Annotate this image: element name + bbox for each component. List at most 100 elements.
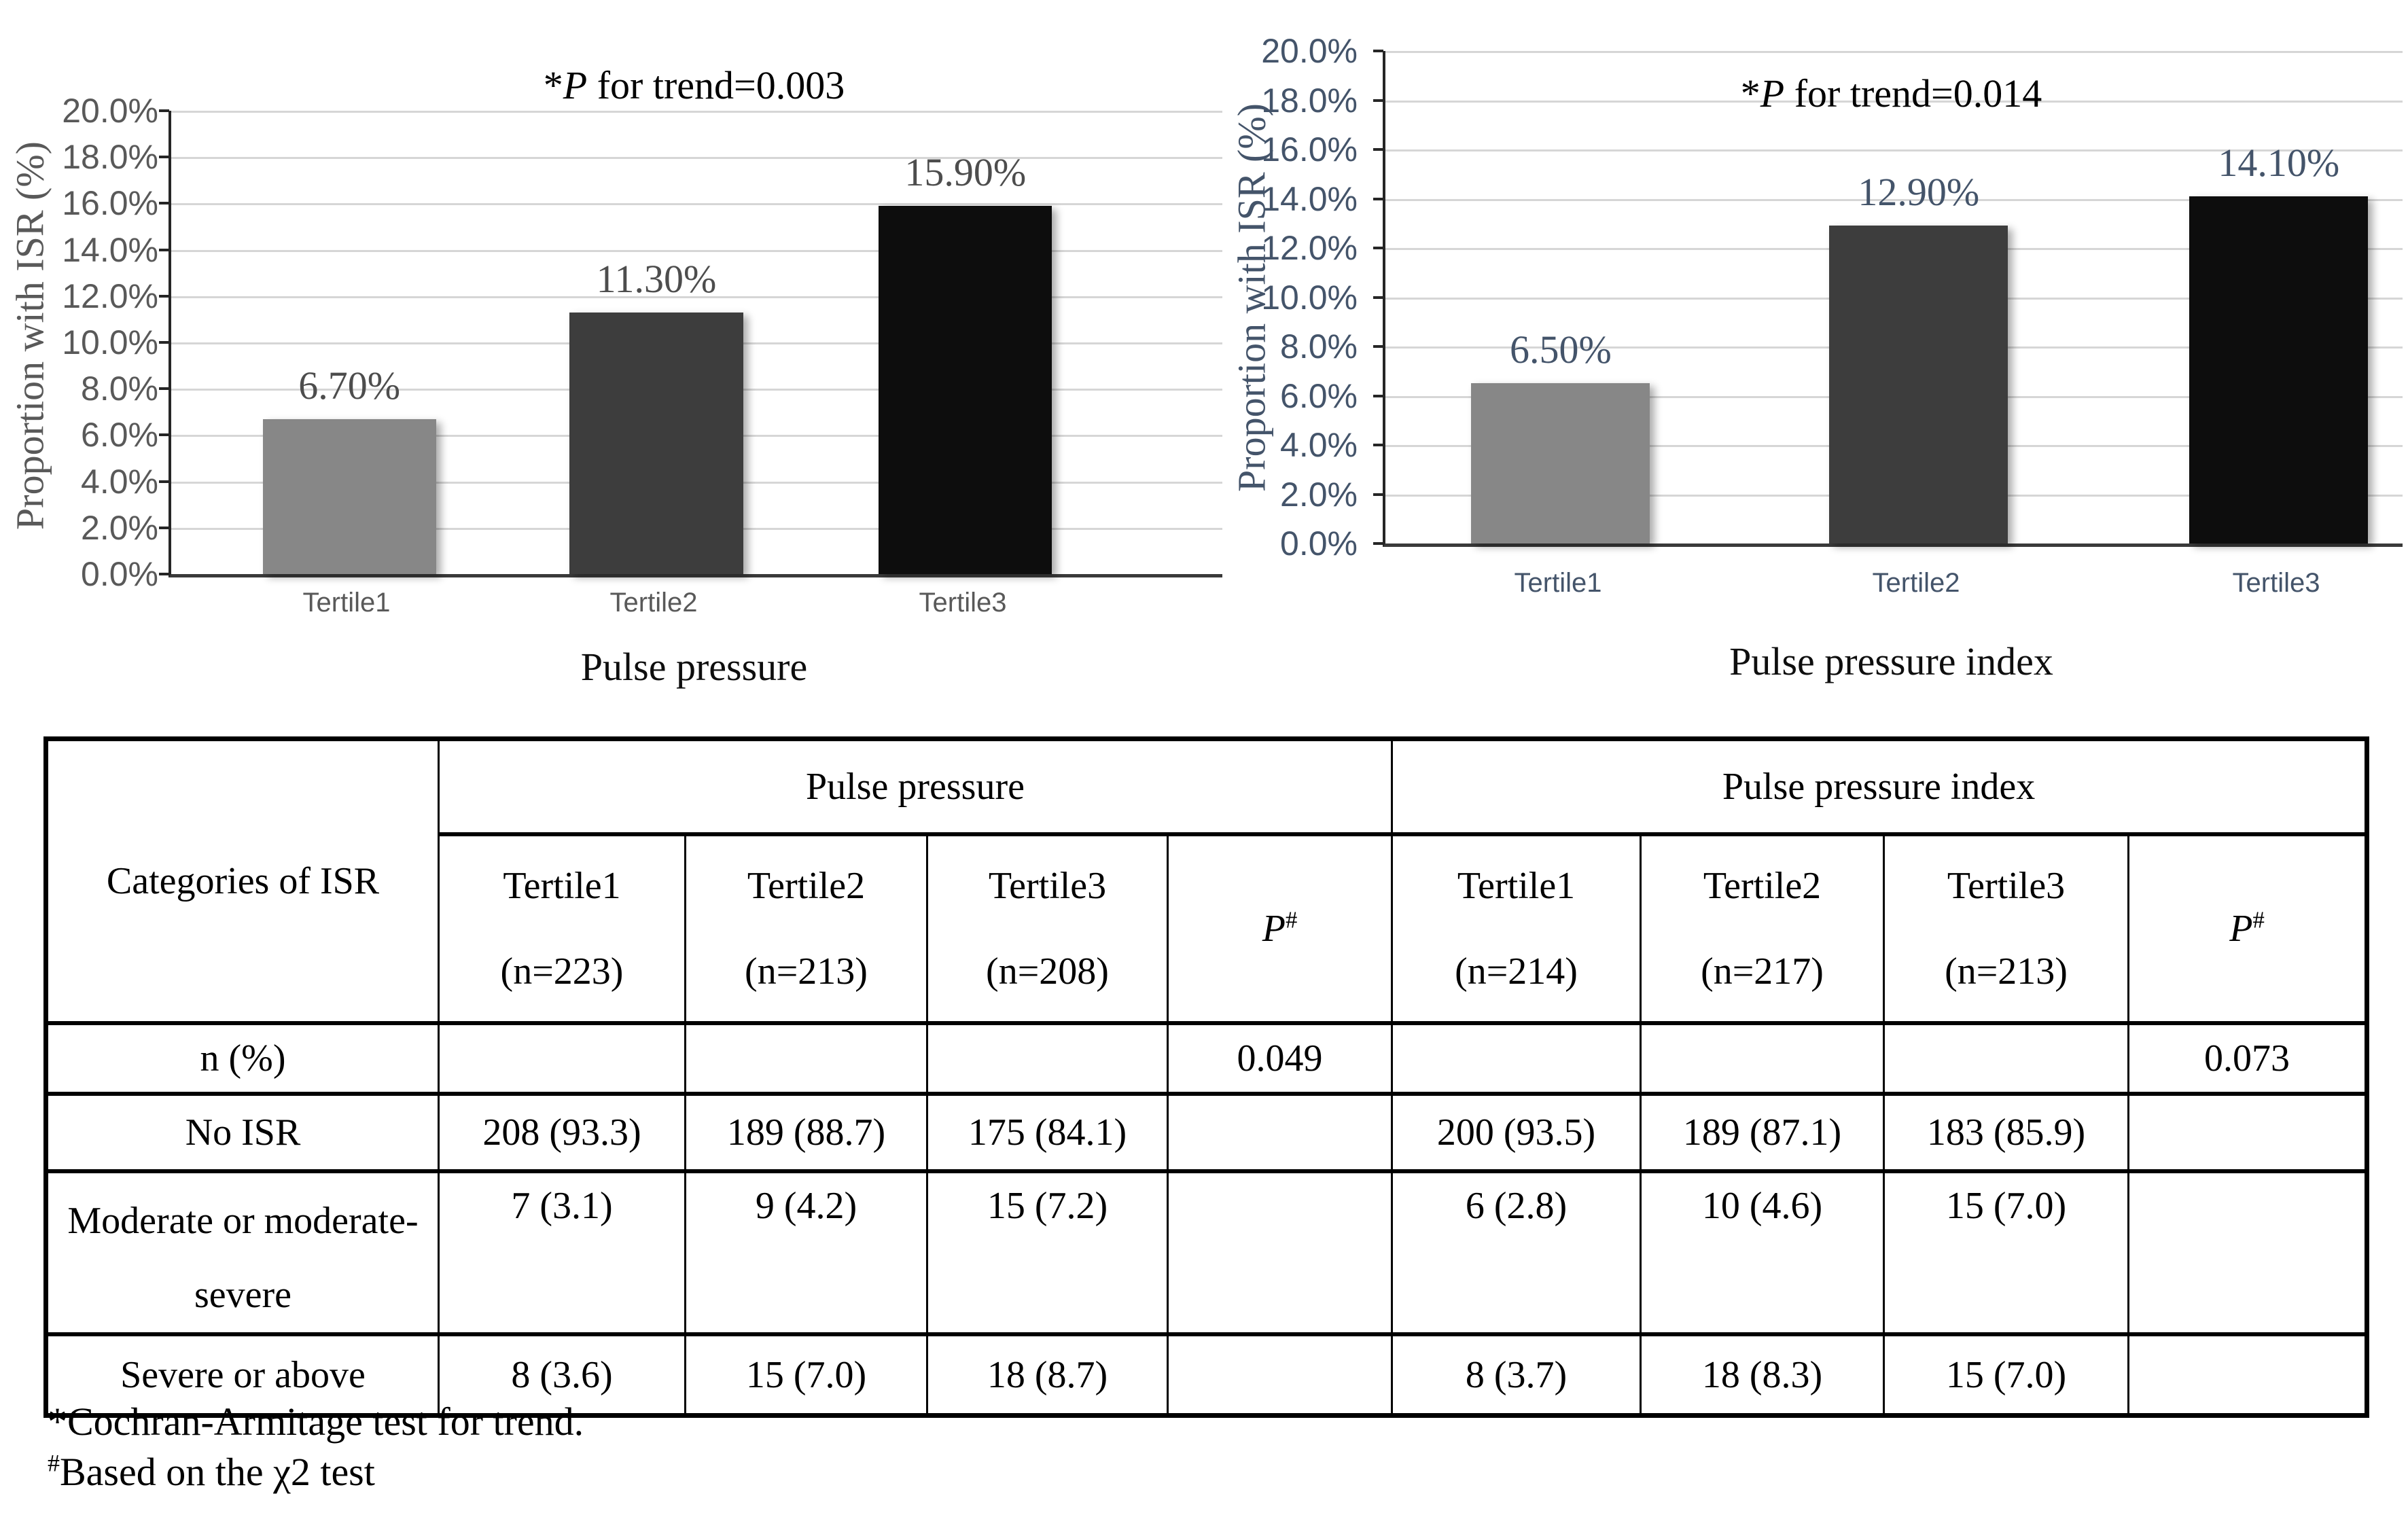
- y-axis-tick-mark: [159, 109, 169, 112]
- column-header: Tertile2 (n=217): [1640, 832, 1885, 1025]
- table-cell: [1640, 1020, 1885, 1096]
- y-axis-tick-mark: [159, 294, 169, 298]
- group-header-pulse-pressure-index: Pulse pressure index: [1391, 736, 2369, 836]
- table-cell: 183 (85.9): [1883, 1091, 2130, 1173]
- column-header-tertile: Tertile3: [1947, 864, 2066, 907]
- footnote-trend-test: *Cochran-Armitage test for trend.: [48, 1400, 584, 1444]
- data-value-label: 14.10%: [2218, 140, 2340, 185]
- table-row: Severe or above 8 (3.6) 15 (7.0) 18 (8.7…: [45, 1332, 2369, 1418]
- y-axis-tick-mark: [1373, 247, 1383, 249]
- y-axis-tick-mark: [1373, 197, 1383, 200]
- x-axis-title: Pulse pressure: [580, 645, 808, 689]
- table-cell: 200 (93.5): [1391, 1091, 1642, 1173]
- plot-area: 6.50% 12.90% 14.10%: [1383, 51, 2403, 547]
- gridline: [171, 203, 1222, 206]
- y-axis-tick-label: 8.0%: [81, 370, 158, 408]
- y-axis-tick-label: 18.0%: [62, 138, 158, 177]
- x-axis-title: Pulse pressure index: [1729, 639, 2053, 683]
- column-header: Tertile3 (n=213): [1883, 832, 2130, 1025]
- table-cell: 7 (3.1): [438, 1169, 686, 1336]
- row-label: Severe or above: [45, 1332, 440, 1418]
- table-row: Moderate or moderate-severe 7 (3.1) 9 (4…: [45, 1169, 2369, 1336]
- p-trend-annotation: *P for trend=0.003: [169, 63, 1220, 108]
- p-value-column-header: P#: [2127, 832, 2369, 1025]
- annotation-p: P: [563, 63, 588, 107]
- footnote-marker: #: [48, 1449, 60, 1477]
- table-cell: 208 (93.3): [438, 1091, 686, 1173]
- table-cell: 18 (8.7): [926, 1332, 1169, 1418]
- column-header-tertile: Tertile2: [1703, 864, 1822, 907]
- column-header-n: (n=213): [745, 950, 868, 993]
- y-axis-tick-label: 4.0%: [81, 462, 158, 501]
- data-value-label: 6.70%: [298, 363, 401, 408]
- y-axis-tick-label: 18.0%: [1261, 81, 1358, 120]
- table-cell: 9 (4.2): [684, 1169, 928, 1336]
- column-header-tertile: Tertile1: [1457, 864, 1576, 907]
- bar-tertile3: [2189, 196, 2369, 543]
- y-axis-tick-label: 0.0%: [1280, 524, 1358, 563]
- column-header-tertile: Tertile3: [988, 864, 1107, 907]
- y-axis-tick-label: 2.0%: [1280, 475, 1358, 514]
- column-header: Tertile1 (n=214): [1391, 832, 1642, 1025]
- y-axis-tick-label: 2.0%: [81, 508, 158, 547]
- table-cell: 0.073: [2127, 1020, 2369, 1096]
- x-axis-tick-label: Tertile1: [302, 588, 391, 618]
- y-axis-tick-mark: [159, 526, 169, 529]
- row-label: No ISR: [45, 1091, 440, 1173]
- table-cell: 15 (7.0): [684, 1332, 928, 1418]
- bar-tertile3: [879, 205, 1052, 574]
- data-value-label: 15.90%: [904, 149, 1027, 194]
- column-header: Tertile3 (n=208): [926, 832, 1169, 1025]
- y-axis-tick-mark: [159, 573, 169, 575]
- y-axis-tick-mark: [159, 156, 169, 159]
- table-cell: 189 (88.7): [684, 1091, 928, 1173]
- y-axis-tick-label: 14.0%: [62, 230, 158, 269]
- gridline: [171, 157, 1222, 160]
- table-cell: 0.049: [1166, 1020, 1394, 1096]
- footnote-chi-square-test: #Based on the χ2 test: [48, 1449, 375, 1495]
- bar-tertile2: [569, 312, 743, 574]
- table-cell: [438, 1020, 686, 1096]
- y-axis-tick-mark: [159, 480, 169, 483]
- y-axis-tick-label: 20.0%: [62, 92, 158, 130]
- y-axis-tick-label: 16.0%: [62, 184, 158, 223]
- y-axis-tick-label: 12.0%: [1261, 229, 1358, 267]
- column-header-tertile: Tertile1: [503, 864, 621, 907]
- table-cell: 18 (8.3): [1640, 1332, 1885, 1418]
- annotation-p: P: [1760, 71, 1785, 115]
- table-row: n (%) 0.049 0.073: [45, 1020, 2369, 1096]
- column-header-n: (n=213): [1945, 950, 2068, 993]
- table-cell: [1166, 1169, 1394, 1336]
- column-header-n: (n=208): [986, 950, 1109, 993]
- y-axis-tick-mark: [159, 248, 169, 251]
- table-row: No ISR 208 (93.3) 189 (88.7) 175 (84.1) …: [45, 1091, 2369, 1173]
- y-axis-tick-mark: [159, 387, 169, 391]
- gridline: [171, 296, 1222, 298]
- table-cell: 15 (7.0): [1883, 1169, 2130, 1336]
- y-axis-tick-label: 20.0%: [1261, 32, 1358, 70]
- y-axis-tick-mark: [1373, 444, 1383, 446]
- table-cell: [2127, 1091, 2369, 1173]
- y-axis-tick-mark: [1373, 148, 1383, 151]
- y-axis-tick-label: 10.0%: [62, 323, 158, 361]
- gridline: [171, 249, 1222, 252]
- p-value-column-header: P#: [1166, 832, 1394, 1025]
- y-axis-tick-label: 16.0%: [1261, 130, 1358, 168]
- y-axis-tick-label: 14.0%: [1261, 179, 1358, 218]
- table-cell: [2127, 1332, 2369, 1418]
- data-value-label: 11.30%: [596, 256, 717, 301]
- table-cell: [1391, 1020, 1642, 1096]
- plot-area: 6.70% 11.30% 15.90%: [169, 111, 1222, 577]
- gridline: [1385, 51, 2403, 53]
- x-axis-tick-label: Tertile2: [609, 588, 698, 618]
- y-axis-tick-mark: [1373, 50, 1383, 52]
- bar-tertile1: [262, 418, 436, 574]
- table-cell: [926, 1020, 1169, 1096]
- table-cell: 189 (87.1): [1640, 1091, 1885, 1173]
- footnotes: *Cochran-Armitage test for trend. #Based…: [48, 1397, 584, 1497]
- y-axis-tick-mark: [1373, 99, 1383, 102]
- table-cell: 8 (3.7): [1391, 1332, 1642, 1418]
- table-cell: 8 (3.6): [438, 1332, 686, 1418]
- y-axis-tick-mark: [1373, 542, 1383, 545]
- annotation-text: for trend=0.003: [587, 63, 845, 107]
